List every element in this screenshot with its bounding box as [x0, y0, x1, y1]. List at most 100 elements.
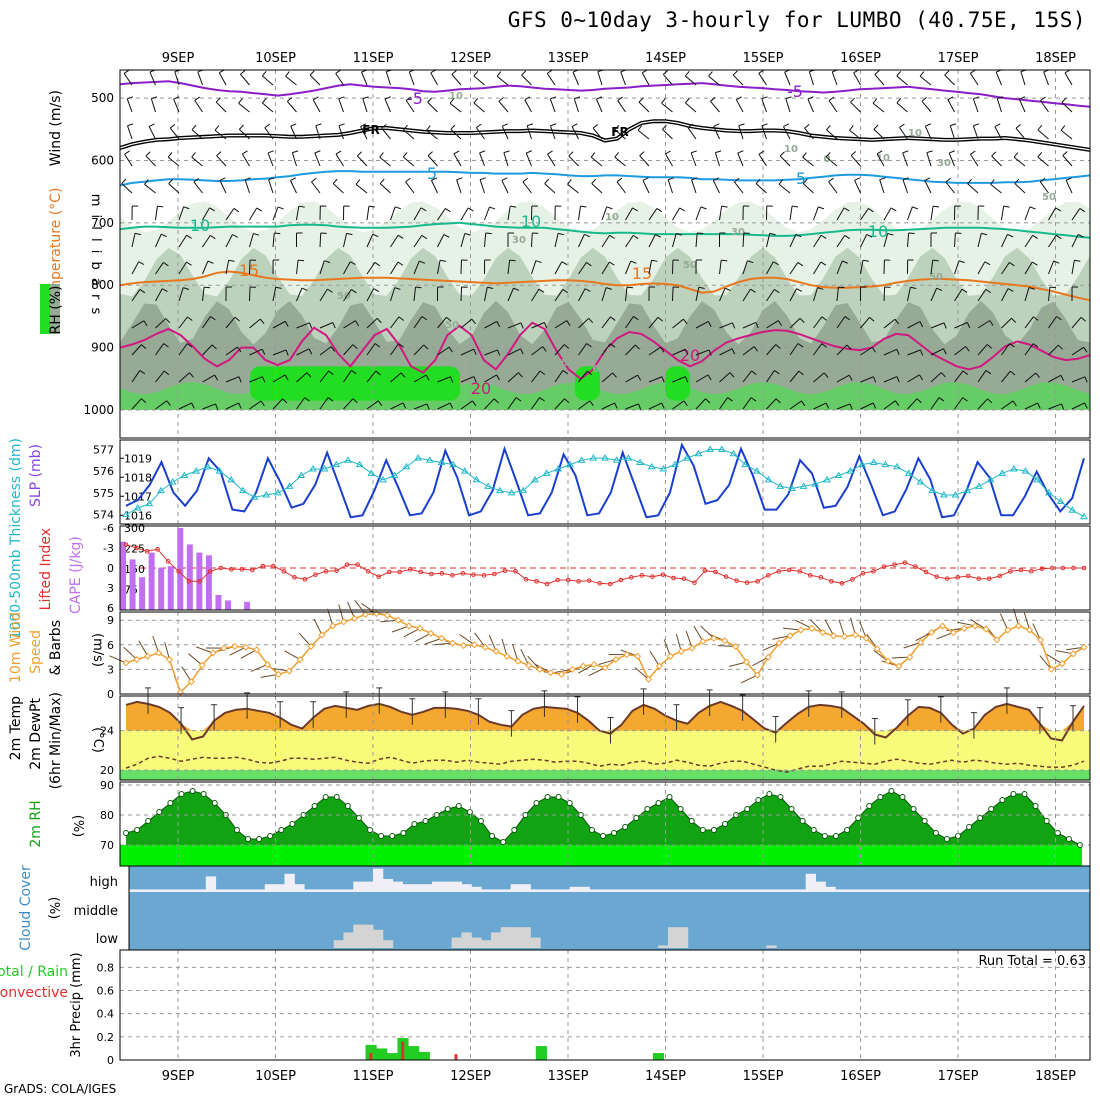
wind-barb-flag [183, 206, 190, 210]
wind-barb-flag [191, 124, 197, 131]
pressure-tick: 500 [91, 91, 114, 105]
li-point [481, 573, 487, 578]
wind-barb [544, 183, 556, 194]
wind-barb-flag [894, 400, 900, 406]
wind-barb-flag [157, 205, 164, 208]
cloud-high-bar [786, 889, 797, 892]
thickness-point [449, 460, 458, 468]
wind-barb-flag [194, 96, 201, 101]
li-point [207, 569, 213, 574]
cloud-high-bar [982, 889, 994, 892]
wind-barb-flag [420, 207, 427, 212]
wind-barb [625, 207, 633, 221]
wind-barb [402, 156, 415, 167]
wind-barb-flag [264, 123, 270, 129]
wind10m-point [971, 622, 979, 630]
wind-barb [244, 179, 250, 194]
rh2m-point [710, 827, 717, 833]
wind-barb [238, 102, 250, 113]
li-point [850, 577, 855, 582]
wind-barb [460, 348, 474, 356]
wind10m-point [383, 611, 391, 619]
wind-barb-flag [501, 177, 508, 181]
rh2m-point [821, 833, 828, 839]
cape-tick: 300 [124, 522, 145, 535]
wind-barb [525, 152, 532, 167]
wind-barb [742, 232, 745, 248]
wind-barb-flag [606, 206, 613, 210]
wind-barb [596, 98, 603, 113]
wind-barb [907, 349, 921, 356]
wind-barb [296, 372, 308, 383]
rh2m-point [855, 815, 862, 821]
wind-barb [413, 235, 423, 248]
pressure-tick: 1000 [83, 403, 114, 417]
li-point [555, 577, 560, 583]
wind-barb-flag [844, 316, 851, 321]
wind-barb [214, 129, 227, 140]
wind-barb [449, 102, 462, 113]
wind-barb-flag [207, 260, 214, 264]
wind-barb [808, 71, 814, 86]
wind-barb-flag [633, 316, 639, 321]
precip-total-bar [418, 1051, 430, 1060]
rh2m-point [688, 818, 695, 824]
wind-barb [249, 259, 251, 275]
wind-barb [178, 206, 185, 221]
wind-barb [719, 322, 733, 329]
wind-barb [860, 376, 874, 383]
li-point [471, 572, 476, 577]
wind-barb [202, 374, 215, 383]
isotherm-label: -5 [787, 82, 803, 101]
slp-tick: 1016 [124, 509, 152, 522]
wind10m-barb [772, 635, 791, 640]
wind-barb-flag [362, 96, 369, 100]
wind-barb [567, 183, 579, 194]
li-point [681, 576, 687, 581]
rh2m-point [167, 800, 174, 806]
wind-barb [173, 98, 180, 113]
cloud-high-bar [274, 884, 285, 892]
wind-barb-flag [802, 178, 808, 184]
wind-barb-flag [933, 205, 940, 208]
cloud-high-bar [146, 889, 158, 892]
wind-barb-flag [948, 150, 955, 154]
wind-barb [907, 233, 910, 248]
wind-barb-flag [143, 320, 148, 327]
wind-barb-flag [1056, 316, 1062, 321]
rh2m-point [267, 833, 274, 839]
li-point [460, 571, 466, 576]
wind-barb [249, 318, 261, 329]
wind-barb [930, 322, 945, 329]
wind-barb [1048, 403, 1062, 410]
cloud-high-bar [1081, 889, 1092, 892]
wind-barb [969, 73, 979, 86]
wind-barb [977, 233, 982, 248]
wind-barb [899, 127, 908, 140]
li-point [271, 563, 276, 569]
wind10m-barb [474, 632, 486, 648]
cloud-low-bar [658, 945, 669, 948]
wind-barb-flag [134, 232, 141, 236]
speed-legend-label: Speed [28, 630, 44, 674]
wind-barb [150, 98, 156, 113]
wind-barb [413, 287, 417, 302]
wind-barb [733, 181, 744, 194]
wind-barb [1071, 402, 1085, 410]
wind10m-barb [700, 625, 715, 639]
wind-barb-flag [773, 261, 779, 266]
wind-barb [954, 370, 964, 383]
wind-barb [883, 376, 898, 383]
wind-barb-flag [825, 152, 831, 158]
wind10m-point [340, 618, 348, 626]
wind-barb-flag [397, 261, 404, 266]
thickness-point [916, 478, 925, 485]
precip-unit-label: 3hr Precip (mm) [69, 952, 84, 1057]
day-label-bottom: 11SEP [353, 1069, 394, 1084]
footer-credit: GrADS: COLA/IGES [4, 1082, 117, 1096]
wind-barb-flag [801, 400, 806, 407]
wind10m-point [394, 616, 402, 624]
wind10m-barb [762, 642, 780, 651]
day-label-bottom: 9SEP [162, 1069, 195, 1084]
rh2m-point [389, 833, 396, 839]
